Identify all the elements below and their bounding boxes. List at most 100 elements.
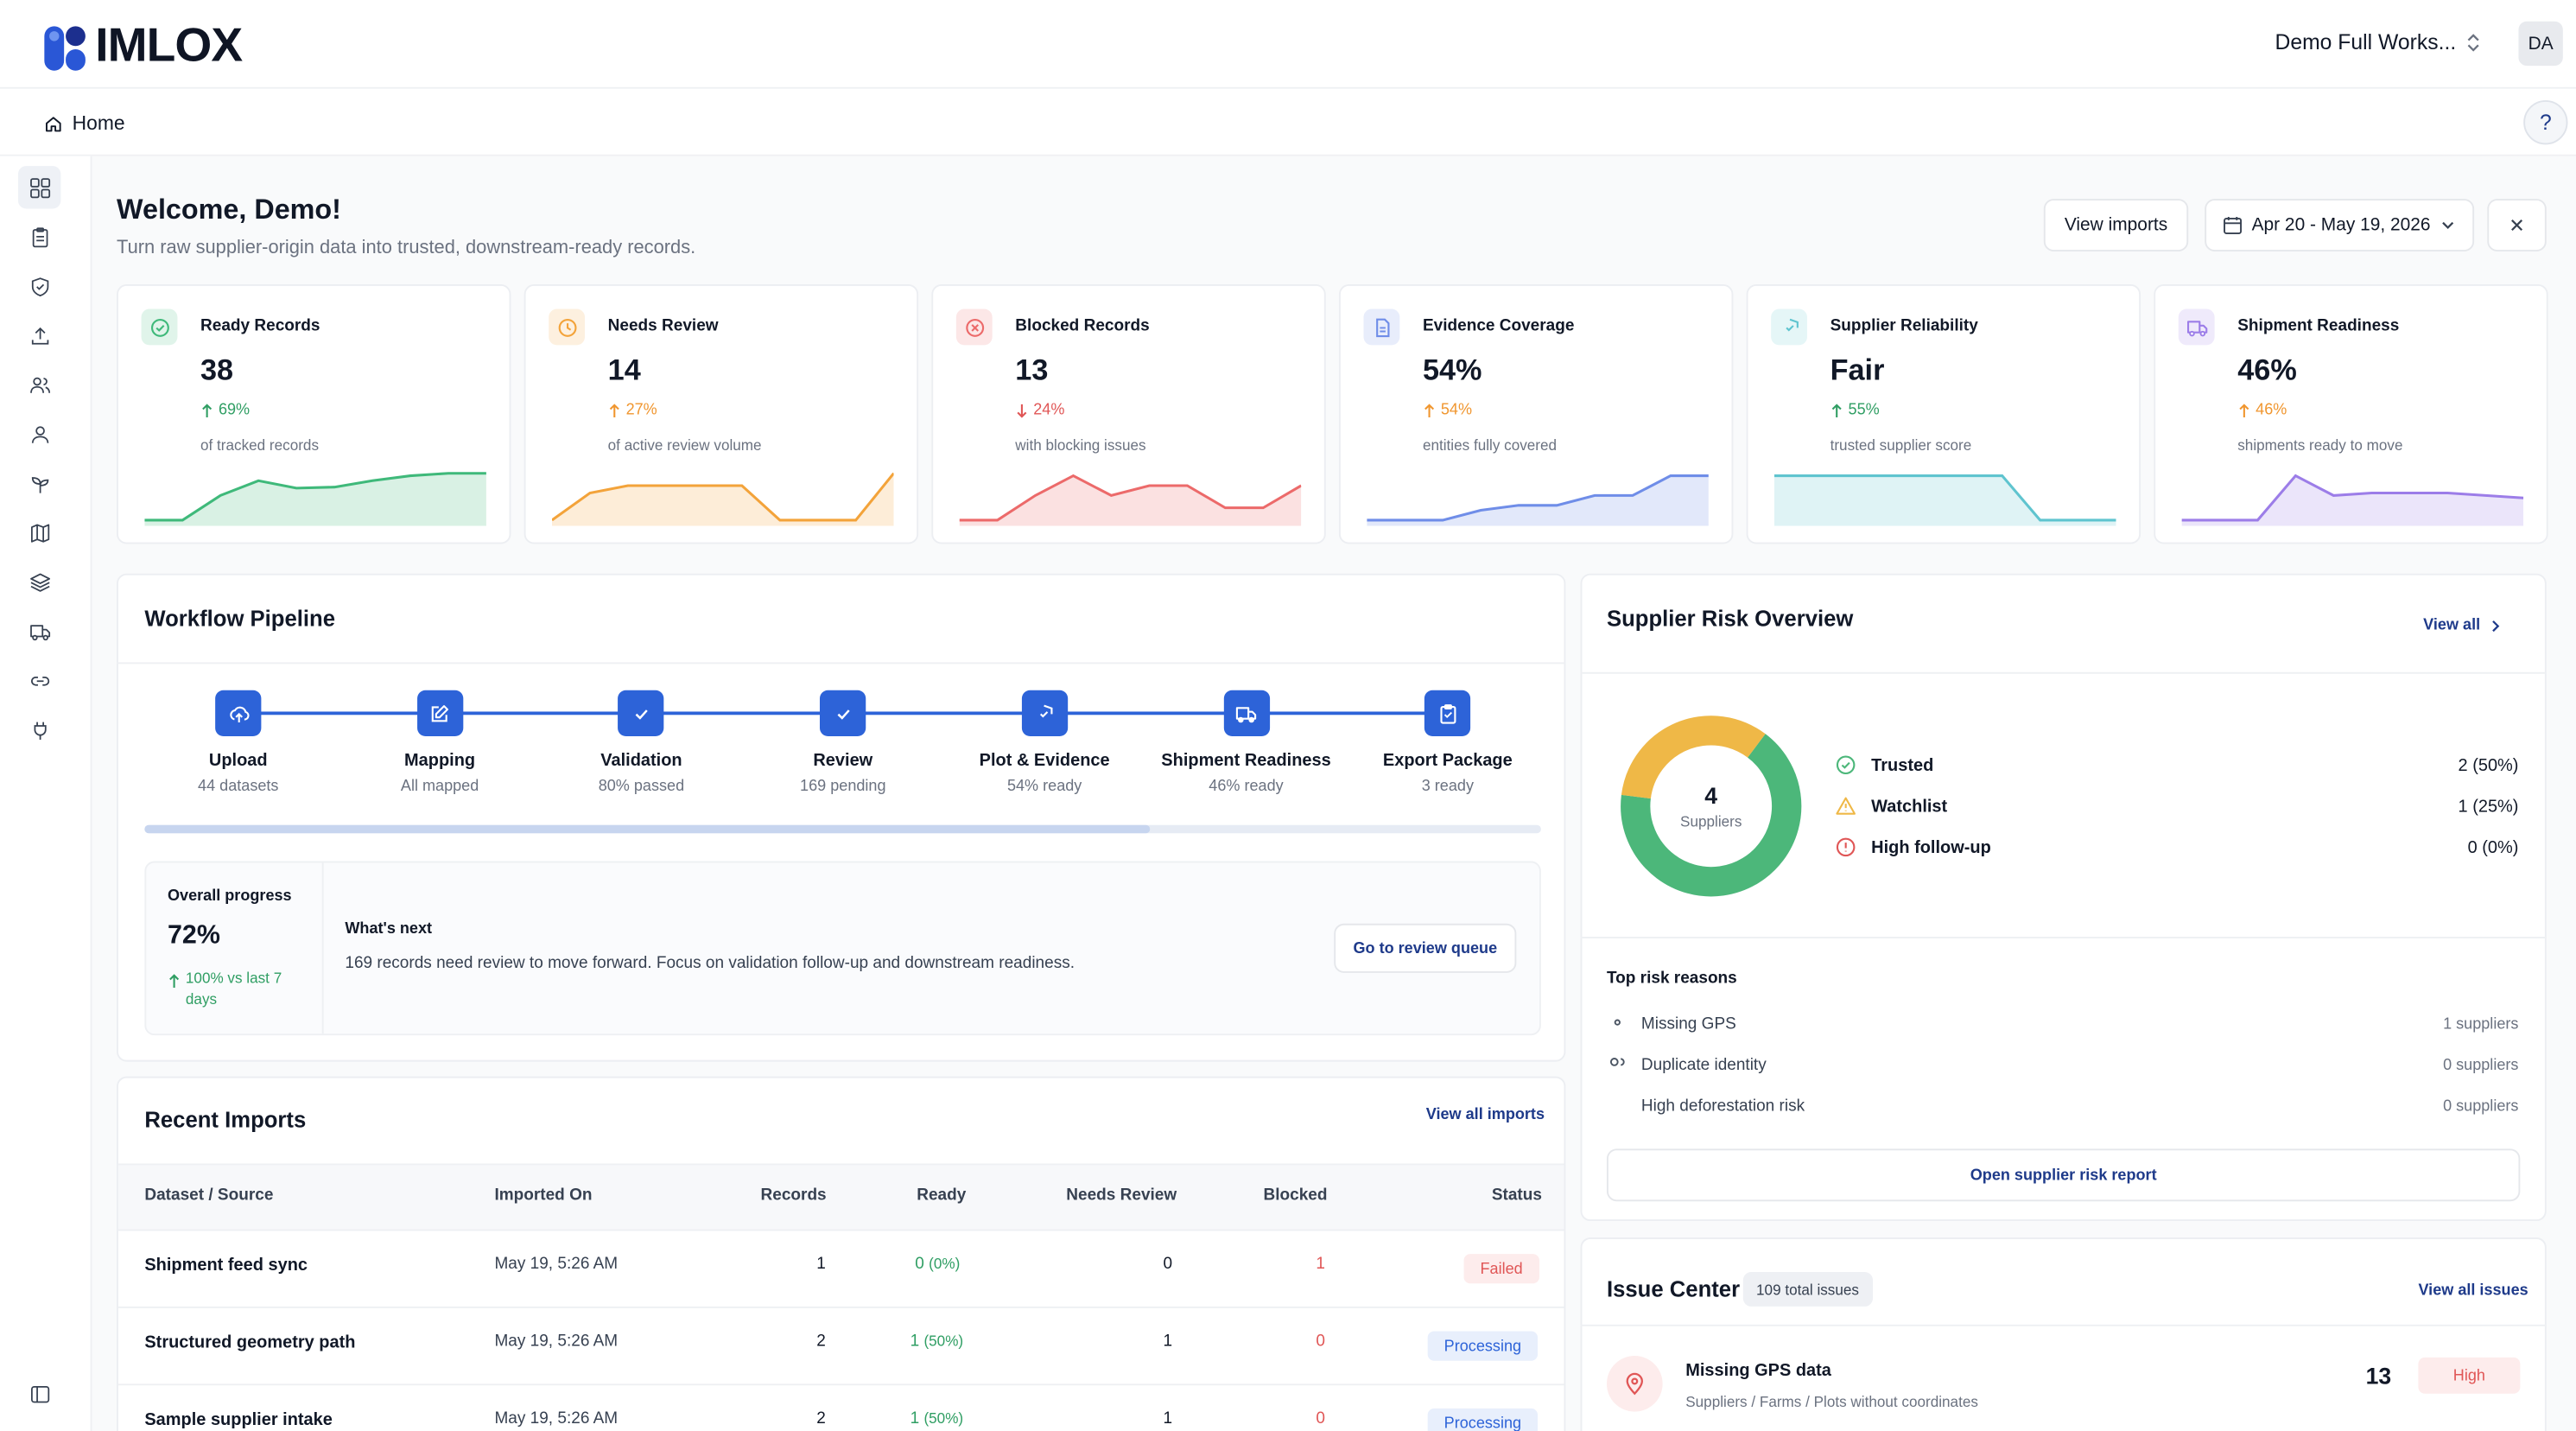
risk-reason-item[interactable]: High deforestation risk: [1607, 1097, 1805, 1118]
pipeline-step[interactable]: Upload 44 datasets: [140, 690, 337, 795]
clear-date-button[interactable]: [2487, 199, 2547, 251]
pipeline-step-status: 46% ready: [1209, 777, 1284, 796]
workspace-switcher[interactable]: Demo Full Works...: [2275, 29, 2480, 54]
workflow-title: Workflow Pipeline: [144, 606, 335, 632]
view-all-suppliers-link[interactable]: View all: [2423, 616, 2502, 634]
logo[interactable]: IMLOX: [42, 19, 243, 74]
pipeline-step[interactable]: Mapping All mapped: [341, 690, 538, 796]
sidebar-item-map[interactable]: [18, 511, 60, 553]
needs-review-count: 1: [1163, 1332, 1173, 1352]
table-column-header[interactable]: Imported On: [494, 1186, 593, 1205]
breadcrumb[interactable]: Home: [44, 111, 125, 135]
table-column-header[interactable]: Records: [760, 1186, 827, 1205]
panel-left-icon: [30, 1385, 49, 1402]
kpi-icon-wrap: [1363, 308, 1400, 346]
kpi-sparkline: [1367, 474, 1709, 526]
donut-segment[interactable]: [1618, 713, 1804, 899]
page-title: Welcome, Demo!: [117, 194, 341, 226]
pipeline-step-name: Shipment Readiness: [1161, 751, 1331, 771]
sidebar-item-contacts[interactable]: [18, 412, 60, 455]
kpi-value: Fair: [1830, 353, 1885, 386]
help-button[interactable]: ?: [2523, 100, 2568, 145]
ready-count: 1 (50%): [910, 1410, 964, 1428]
sidebar-item-shipments[interactable]: [18, 610, 60, 652]
table-column-header[interactable]: Ready: [917, 1186, 967, 1205]
kpi-sparkline: [2181, 474, 2524, 526]
kpi-note: entities fully covered: [1422, 436, 1558, 454]
risk-legend-value: 2 (50%): [2458, 755, 2519, 776]
pipeline-step[interactable]: Export Package 3 ready: [1349, 690, 1546, 795]
overall-progress-delta: 100% vs last 7 days: [168, 968, 306, 1010]
logo-text: IMLOX: [95, 19, 243, 73]
pipeline-step[interactable]: Review 169 pending: [745, 690, 942, 796]
sidebar-item-farms[interactable]: [18, 461, 60, 504]
blocked-count: 1: [1316, 1255, 1325, 1274]
kpi-card[interactable]: Ready Records 38 69% of tracked records: [117, 284, 511, 544]
divider: [321, 862, 324, 1034]
pipeline-step-status: 80% passed: [598, 777, 685, 796]
sidebar-item-compliance[interactable]: [18, 264, 60, 307]
view-all-issues-link[interactable]: View all issues: [2418, 1282, 2528, 1301]
risk-legend-item[interactable]: High follow-up: [1835, 836, 1991, 858]
ready-percent: (0%): [929, 1255, 961, 1272]
table-row[interactable]: [117, 1308, 1564, 1386]
table-row[interactable]: [118, 1385, 1564, 1431]
alert-circle-icon: [1836, 837, 1856, 857]
pipeline-step-status: 169 pending: [800, 777, 886, 796]
kpi-label: Shipment Readiness: [2237, 317, 2400, 335]
whats-next-title: What's next: [345, 920, 433, 938]
view-all-imports-link[interactable]: View all imports: [1425, 1105, 1545, 1124]
table-column-header[interactable]: Status: [1491, 1186, 1542, 1205]
date-range-picker[interactable]: Apr 20 - May 19, 2026: [2205, 199, 2475, 251]
kpi-card[interactable]: Evidence Coverage 54% 54% entities fully…: [1338, 284, 1734, 544]
check-icon: [836, 709, 849, 719]
severity-badge: High: [2418, 1357, 2521, 1394]
imported-on: May 19, 5:26 AM: [494, 1255, 619, 1274]
sidebar-item-suppliers[interactable]: [18, 363, 60, 405]
sidebar-item-layers[interactable]: [18, 561, 60, 603]
records-count: 1: [816, 1255, 826, 1274]
view-imports-button[interactable]: View imports: [2043, 199, 2189, 251]
kpi-icon-wrap: [549, 308, 586, 346]
kpi-note: of active review volume: [607, 436, 762, 454]
risk-legend-item[interactable]: Trusted: [1835, 754, 1933, 776]
table-column-header[interactable]: Blocked: [1263, 1186, 1328, 1205]
sidebar-item-integrations[interactable]: [18, 659, 60, 702]
pipeline-step[interactable]: Plot & Evidence 54% ready: [946, 690, 1143, 795]
pipeline-step-status: All mapped: [400, 777, 479, 796]
arrow-up-icon: [202, 403, 213, 417]
sidebar-item-clipboard[interactable]: [18, 215, 60, 258]
kpi-card[interactable]: Blocked Records 13 24% with blocking iss…: [931, 284, 1326, 544]
sparkline-area: [1773, 475, 2116, 526]
ready-count: 0 (0%): [915, 1256, 960, 1274]
open-supplier-risk-report-button[interactable]: Open supplier risk report: [1606, 1148, 2521, 1202]
kpi-label: Supplier Reliability: [1830, 317, 1978, 335]
issue-count: 13: [2365, 1362, 2392, 1390]
top-bar: IMLOX Demo Full Works... DA: [0, 0, 2576, 89]
sidebar-toggle-button[interactable]: [18, 1372, 60, 1415]
whats-next-text: 169 records need review to move forward.…: [345, 954, 1075, 973]
avatar[interactable]: DA: [2518, 21, 2563, 67]
kpi-card[interactable]: Shipment Readiness 46% 46% shipments rea…: [2154, 284, 2548, 544]
table-column-header[interactable]: Dataset / Source: [144, 1186, 274, 1205]
risk-legend-item[interactable]: Watchlist: [1835, 795, 1947, 817]
supplier-risk-title: Supplier Risk Overview: [1606, 606, 1854, 632]
risk-reason-item[interactable]: Duplicate identity: [1607, 1055, 1767, 1077]
sidebar-item-plugins[interactable]: [18, 709, 60, 751]
issue-subtitle: Suppliers / Farms / Plots without coordi…: [1685, 1393, 1978, 1410]
issue-title[interactable]: Missing GPS data: [1685, 1360, 1831, 1381]
table-column-header[interactable]: Needs Review: [1066, 1186, 1177, 1205]
table-row[interactable]: [117, 1231, 1564, 1308]
pipeline-step[interactable]: Validation 80% passed: [542, 690, 739, 796]
sparkline-line: [1367, 474, 1709, 522]
kpi-sparkline: [552, 472, 894, 526]
arrow-up-icon: [2239, 403, 2249, 417]
sidebar-item-dashboard[interactable]: [17, 166, 61, 209]
sidebar-item-upload[interactable]: [18, 314, 60, 356]
kpi-card[interactable]: Needs Review 14 27% of active review vol…: [523, 284, 919, 544]
kpi-icon-wrap: [955, 308, 993, 346]
risk-reason-item[interactable]: Missing GPS: [1607, 1014, 1736, 1035]
pipeline-step[interactable]: Shipment Readiness 46% ready: [1147, 690, 1344, 796]
go-to-review-queue-button[interactable]: Go to review queue: [1334, 923, 1517, 973]
kpi-card[interactable]: Supplier Reliability Fair 55% trusted su…: [1746, 284, 2141, 544]
